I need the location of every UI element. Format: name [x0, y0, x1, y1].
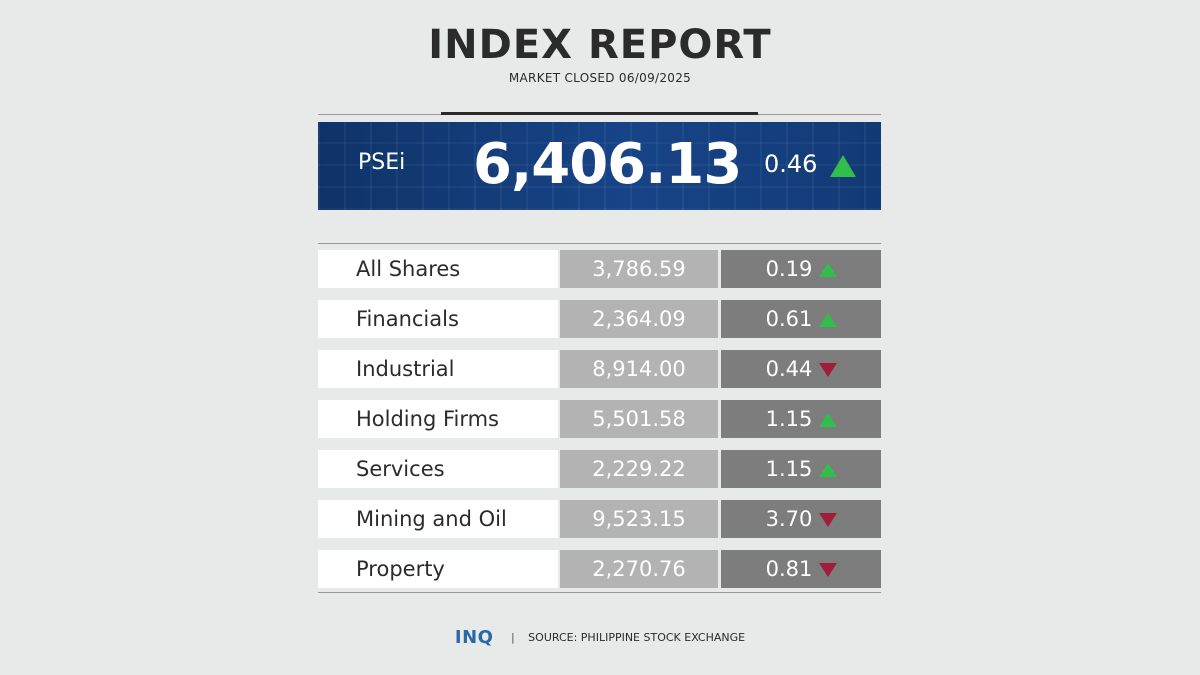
up-arrow-icon: [819, 463, 837, 477]
psei-change: 0.46: [764, 150, 818, 178]
sector-value: 2,229.22: [560, 450, 718, 488]
sector-change: 3.70: [765, 507, 813, 531]
table-row: Mining and Oil 9,523.15 3.70: [318, 500, 881, 538]
sector-value: 5,501.58: [560, 400, 718, 438]
page-title: INDEX REPORT: [428, 22, 772, 68]
divider-accent: [441, 112, 758, 115]
sector-change-cell: 0.44: [721, 350, 881, 388]
sector-change-cell: 0.19: [721, 250, 881, 288]
sector-name: Services: [318, 450, 558, 488]
sector-change: 1.15: [765, 457, 813, 481]
sector-name: Property: [318, 550, 558, 588]
table-row: Financials 2,364.09 0.61: [318, 300, 881, 338]
down-arrow-icon: [819, 563, 837, 577]
sector-name: All Shares: [318, 250, 558, 288]
sector-change-cell: 0.61: [721, 300, 881, 338]
table-row: Property 2,270.76 0.81: [318, 550, 881, 588]
sector-change-cell: 1.15: [721, 400, 881, 438]
table-row: Services 2,229.22 1.15: [318, 450, 881, 488]
sector-name: Industrial: [318, 350, 558, 388]
up-arrow-icon: [830, 155, 856, 177]
down-arrow-icon: [819, 513, 837, 527]
sector-value: 2,270.76: [560, 550, 718, 588]
sector-name: Holding Firms: [318, 400, 558, 438]
footer-separator: |: [510, 631, 515, 644]
sector-change: 0.61: [765, 307, 813, 331]
up-arrow-icon: [819, 263, 837, 277]
footer: INQ | SOURCE: PHILIPPINE STOCK EXCHANGE: [0, 627, 1200, 648]
sector-value: 2,364.09: [560, 300, 718, 338]
index-table: All Shares 3,786.59 0.19 Financials 2,36…: [318, 250, 881, 600]
psei-label: PSEi: [358, 150, 406, 175]
divider-bottom: [318, 592, 881, 593]
sector-change: 1.15: [765, 407, 813, 431]
table-row: Holding Firms 5,501.58 1.15: [318, 400, 881, 438]
table-row: Industrial 8,914.00 0.44: [318, 350, 881, 388]
psei-value: 6,406.13: [473, 132, 742, 197]
psei-banner: PSEi 6,406.13 0.46: [318, 122, 881, 210]
down-arrow-icon: [819, 363, 837, 377]
sector-name: Financials: [318, 300, 558, 338]
up-arrow-icon: [819, 313, 837, 327]
sector-change-cell: 0.81: [721, 550, 881, 588]
sector-value: 9,523.15: [560, 500, 718, 538]
inq-logo: INQ: [454, 627, 494, 648]
sector-value: 3,786.59: [560, 250, 718, 288]
divider-rows-top: [318, 243, 881, 244]
table-row: All Shares 3,786.59 0.19: [318, 250, 881, 288]
sector-value: 8,914.00: [560, 350, 718, 388]
source-credit: SOURCE: PHILIPPINE STOCK EXCHANGE: [528, 631, 746, 644]
sector-change: 0.19: [765, 257, 813, 281]
market-closed-date: MARKET CLOSED 06/09/2025: [508, 71, 692, 85]
sector-name: Mining and Oil: [318, 500, 558, 538]
sector-change-cell: 1.15: [721, 450, 881, 488]
sector-change: 0.44: [765, 357, 813, 381]
up-arrow-icon: [819, 413, 837, 427]
sector-change: 0.81: [765, 557, 813, 581]
banner-background-pattern: [318, 122, 881, 210]
sector-change-cell: 3.70: [721, 500, 881, 538]
